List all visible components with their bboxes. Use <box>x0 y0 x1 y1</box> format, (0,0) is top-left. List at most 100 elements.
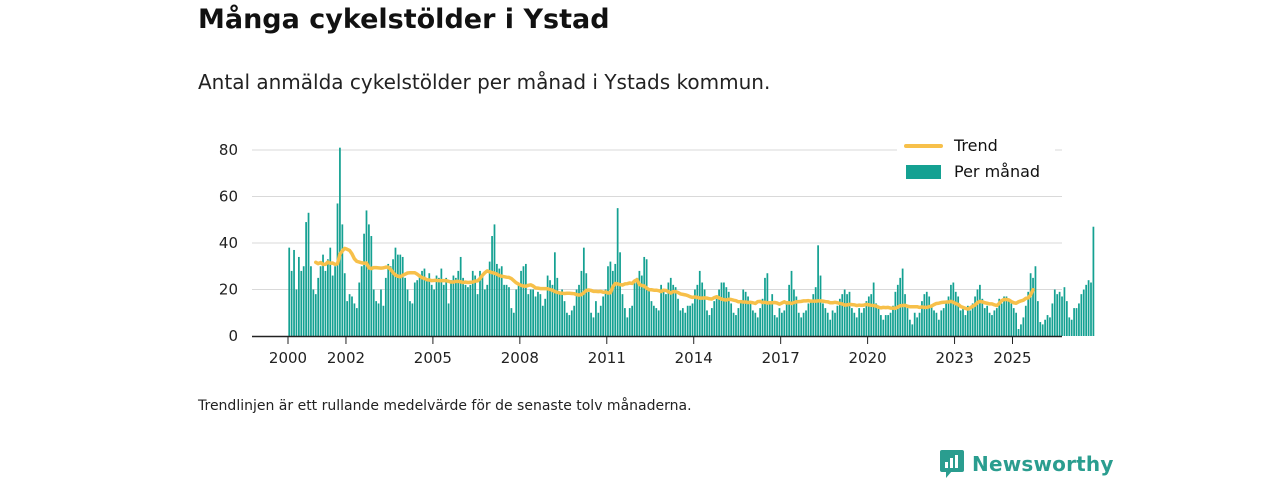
bar <box>1008 298 1010 336</box>
bar <box>911 324 914 337</box>
bar <box>747 296 749 336</box>
bar <box>416 280 419 336</box>
bar <box>435 275 438 336</box>
bar <box>438 277 440 337</box>
bar <box>452 275 455 336</box>
bar <box>679 310 682 336</box>
x-tick-label: 2023 <box>935 349 973 367</box>
bar <box>667 282 670 336</box>
bar <box>877 308 880 336</box>
bar <box>913 312 916 336</box>
bar <box>713 301 716 337</box>
bar <box>503 284 506 336</box>
x-tick-label: 2008 <box>501 349 539 367</box>
bar <box>838 298 841 336</box>
y-tick-label: 40 <box>219 234 238 252</box>
bar <box>764 277 766 337</box>
bar <box>672 284 675 336</box>
bar <box>604 289 607 336</box>
bar <box>1063 287 1066 336</box>
bar <box>358 282 361 336</box>
bar <box>1046 315 1049 336</box>
bar <box>546 275 549 336</box>
bar <box>788 284 790 336</box>
bar <box>841 294 844 336</box>
bar <box>587 291 590 336</box>
bar <box>781 312 783 336</box>
bar <box>752 310 754 336</box>
bar <box>1029 273 1032 336</box>
bar <box>655 308 658 336</box>
bar <box>824 308 827 336</box>
bar <box>1010 303 1013 336</box>
bar <box>665 294 667 336</box>
bar <box>380 289 382 336</box>
bar <box>880 315 882 336</box>
bar <box>884 315 887 336</box>
bar <box>611 270 614 336</box>
bar <box>648 289 650 336</box>
bar <box>957 296 960 336</box>
bar <box>474 275 477 336</box>
bar <box>464 284 467 336</box>
bar-series-per-manad <box>288 147 1095 337</box>
bar <box>580 270 583 336</box>
x-tick-label: 2002 <box>327 349 365 367</box>
bar <box>991 315 993 336</box>
bar <box>1041 324 1044 337</box>
bar <box>826 312 829 336</box>
bar <box>348 294 351 336</box>
bar <box>459 256 462 336</box>
bar <box>488 261 491 336</box>
bar <box>976 289 979 336</box>
bar <box>1024 305 1027 336</box>
bar <box>631 305 634 336</box>
bar <box>916 317 918 336</box>
bar <box>776 317 778 336</box>
bar <box>805 310 807 336</box>
bar <box>539 294 542 336</box>
bar <box>981 298 984 336</box>
x-axis-ticks: 2000 2002 2005 2008 2011 2014 2017 2020 2023 2025 <box>269 336 1032 367</box>
bar <box>819 275 822 336</box>
bar <box>1034 266 1037 336</box>
bar <box>1012 308 1015 336</box>
bar <box>397 254 399 337</box>
bar <box>921 301 923 337</box>
bar <box>814 287 817 336</box>
bar <box>375 301 378 337</box>
bar <box>1039 322 1042 336</box>
bar <box>433 289 435 336</box>
bar <box>896 284 899 336</box>
bar <box>689 305 691 336</box>
bar <box>1022 317 1025 336</box>
bar <box>928 296 931 336</box>
bar <box>730 303 733 336</box>
bar <box>442 284 445 336</box>
bar <box>575 289 578 336</box>
bar <box>1044 319 1046 336</box>
bar <box>979 284 981 336</box>
bar <box>561 289 563 336</box>
bar <box>462 277 464 337</box>
bar <box>909 319 911 336</box>
bar <box>933 310 935 336</box>
bar <box>749 303 752 336</box>
bar <box>445 277 448 337</box>
newsworthy-logo-icon <box>940 450 964 478</box>
bar <box>966 305 969 336</box>
bar <box>520 270 522 336</box>
bar <box>754 312 757 336</box>
x-tick-label: 2005 <box>414 349 452 367</box>
bar <box>1090 282 1092 336</box>
bar <box>329 247 332 336</box>
legend-bar-swatch <box>906 165 941 179</box>
bar <box>660 284 662 336</box>
bar <box>534 296 537 336</box>
bar <box>1087 280 1090 336</box>
bar <box>930 305 933 336</box>
bar <box>602 296 605 336</box>
bar <box>300 270 303 336</box>
bar <box>822 303 824 336</box>
bar <box>983 308 986 336</box>
